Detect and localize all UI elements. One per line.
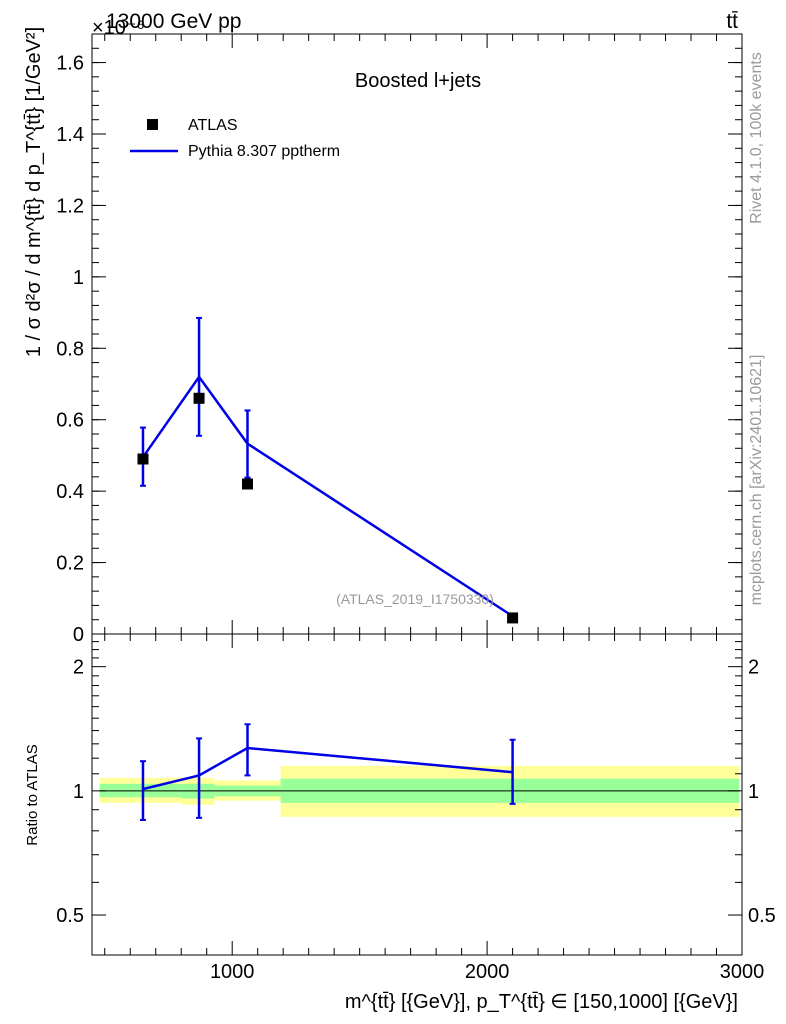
legend-marker-atlas: [147, 119, 158, 130]
ratio-y-tick-label: 0.5: [56, 905, 84, 927]
ratio-y-axis-label: Ratio to ATLAS: [24, 744, 41, 845]
y-tick-label: 1: [73, 267, 84, 289]
ratio-y-tick-label-right: 1: [748, 781, 759, 803]
atlas-data-point: [507, 612, 519, 624]
ratio-y-tick-label-right: 2: [748, 657, 759, 679]
atlas-data-point: [193, 392, 205, 404]
ratio-panel: 1000 2000 3000 0.5 0.5 1 1 2 2: [56, 633, 776, 983]
y-tick-label: 0.2: [56, 553, 84, 575]
mcplots-label: mcplots.cern.ch [arXiv:2401.10621]: [748, 355, 765, 606]
y-tick-label: 1.2: [56, 195, 84, 217]
x-tick-label: 2000: [465, 961, 510, 983]
y-axis-label: 1 / σ d²σ / d m^{tt̄} d p_T^{tt̄} [1/GeV…: [23, 27, 45, 357]
legend-label-atlas: ATLAS: [188, 117, 238, 134]
y-tick-label: 1.4: [56, 124, 84, 146]
atlas-data-point: [241, 478, 253, 490]
y-tick-label: 0.6: [56, 410, 84, 432]
process-label: tt̄: [726, 10, 738, 33]
x-axis-label: m^{tt̄} [{GeV}], p_T^{tt̄} ∈ [150,1000] …: [345, 991, 738, 1013]
atlas-data-point: [137, 453, 149, 465]
y-tick-label: 0: [73, 624, 84, 646]
rivet-version-label: Rivet 4.1.0, 100k events: [748, 52, 765, 224]
ratio-pythia-line: [142, 746, 513, 791]
y-tick-label: 1.6: [56, 53, 84, 75]
x-tick-label: 3000: [720, 961, 765, 983]
analysis-watermark: (ATLAS_2019_I1750330): [336, 591, 494, 607]
legend: ATLAS Pythia 8.307 pptherm: [130, 117, 340, 160]
y-tick-label: 0.4: [56, 481, 84, 503]
collision-energy-label: 13000 GeV pp: [106, 10, 241, 33]
ratio-y-tick-label: 1: [73, 781, 84, 803]
y-tick-label: 0.8: [56, 338, 84, 360]
x-tick-label: 1000: [210, 961, 255, 983]
legend-label-pythia: Pythia 8.307 pptherm: [188, 143, 340, 160]
ratio-frame: [91, 633, 743, 956]
main-panel: 0 0.2 0.4 0.6 0.8 1 1.2 1.4 1.6: [56, 33, 743, 646]
ratio-y-tick-label-right: 0.5: [748, 905, 776, 927]
chart-title: Boosted l+jets: [355, 70, 481, 92]
pythia-line: [141, 374, 514, 618]
ratio-y-tick-label: 2: [73, 657, 84, 679]
